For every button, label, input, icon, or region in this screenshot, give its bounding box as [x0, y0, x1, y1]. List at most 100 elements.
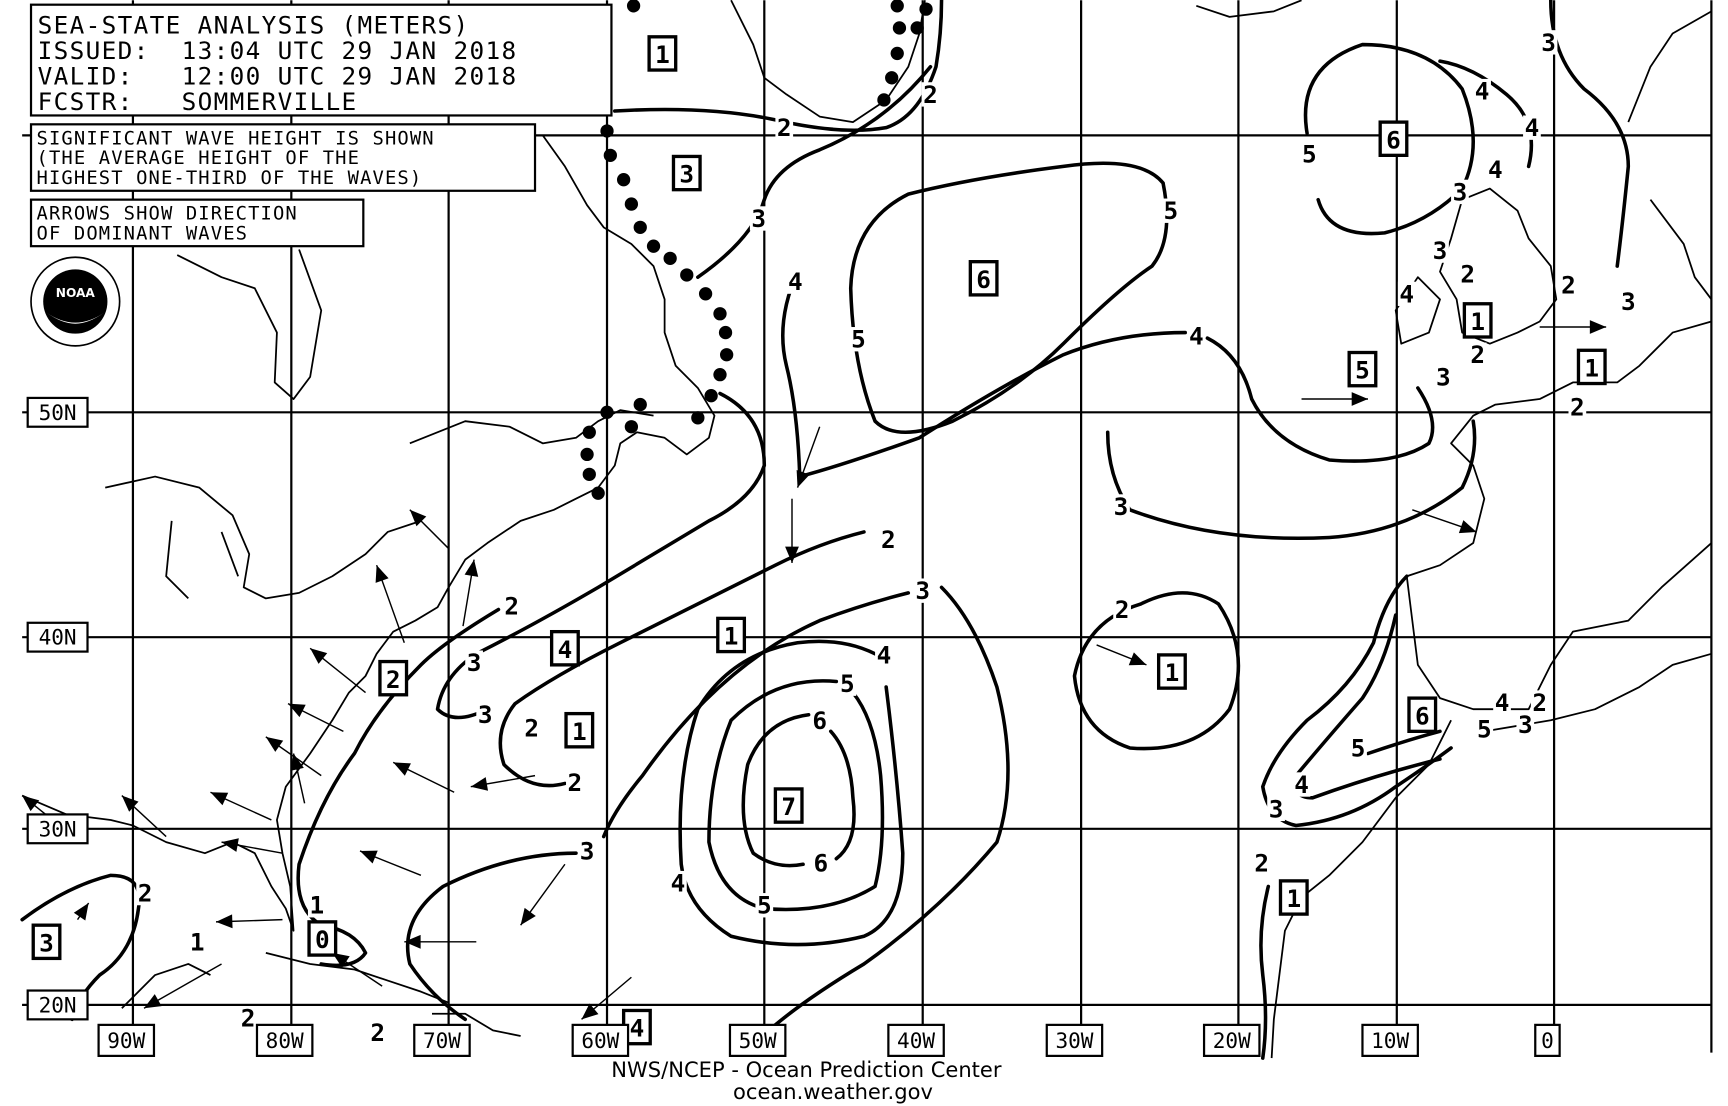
contour-label: 3 — [1621, 287, 1636, 316]
boxed-wave-height: 6 — [1415, 701, 1430, 730]
ice-edge-dot — [910, 21, 924, 35]
label-backdrop — [1523, 115, 1541, 140]
ice-edge-dot — [646, 239, 661, 253]
boxed-value-frame — [1278, 879, 1309, 916]
longitude-label-box — [571, 1023, 630, 1057]
contour-label: 6 — [813, 849, 828, 878]
contour-3-labrador — [696, 64, 933, 279]
ice-edge-dot — [890, 0, 904, 13]
label-backdrop — [1300, 142, 1319, 167]
label-backdrop — [849, 327, 868, 352]
arrowhead-icon — [73, 903, 89, 921]
arrowhead-icon — [1351, 392, 1368, 406]
ice-edge-dot — [877, 93, 891, 107]
boxed-value-frame — [1378, 120, 1409, 157]
contour-label: 3 — [1541, 28, 1556, 57]
boxed-value-frame — [307, 920, 338, 957]
arrowhead-icon — [470, 777, 489, 791]
arrowhead-icon — [265, 736, 284, 752]
label-backdrop — [1112, 494, 1130, 519]
boxed-value-frame — [1407, 696, 1438, 733]
note-line: OF DOMINANT WAVES — [37, 224, 249, 245]
ice-edge-dot — [919, 2, 933, 16]
contour-label: 2 — [1561, 270, 1576, 299]
contour-label: 5 — [757, 891, 772, 920]
ice-edge-dot — [600, 405, 614, 419]
contour-2-north — [612, 0, 944, 132]
valid-time: VALID: 12:00 UTC 29 JAN 2018 — [38, 61, 518, 90]
contour-label: 5 — [840, 669, 855, 698]
label-backdrop — [1468, 342, 1487, 367]
boxed-value-frame — [1462, 302, 1493, 339]
arrowhead-icon — [785, 546, 799, 563]
boxed-wave-height: 7 — [781, 792, 796, 821]
ice-edge-dot — [580, 447, 594, 462]
label-backdrop — [188, 929, 207, 954]
label-backdrop — [136, 880, 154, 906]
coast-iceland — [1196, 0, 1302, 18]
boxed-value-frame — [1156, 653, 1187, 690]
header-box: SEA-STATE ANALYSIS (METERS) ISSUED: 13:0… — [29, 3, 613, 117]
longitude-label-box — [255, 1023, 314, 1057]
latitude-label: 40N — [39, 625, 77, 650]
contour-label: 2 — [881, 525, 896, 554]
label-backdrop — [1252, 850, 1271, 876]
label-backdrop — [1458, 261, 1477, 287]
contour-label: 2 — [568, 768, 583, 797]
note-line: (THE AVERAGE HEIGHT OF THE — [37, 148, 361, 169]
noaa-logo: NOAA — [30, 256, 121, 347]
coast-mediterranean — [1484, 652, 1712, 733]
label-backdrop — [1486, 157, 1505, 182]
ice-edge-dot — [718, 325, 733, 340]
contour-label: 2 — [1254, 849, 1269, 878]
contour-label: 4 — [1495, 688, 1510, 717]
contour-label: 4 — [1525, 113, 1540, 142]
boxed-value-frame — [647, 35, 678, 72]
contour-label: 4 — [1399, 279, 1414, 308]
forecaster: FCSTR: SOMMERVILLE — [38, 87, 358, 116]
contour-label: 2 — [923, 80, 938, 109]
contour-4-central — [781, 269, 1435, 479]
contour-africa-2 — [1259, 884, 1271, 1060]
boxed-value-frame — [549, 629, 580, 667]
boxed-value-frame — [31, 923, 62, 961]
contour-4-south — [678, 639, 905, 947]
coast-gulf-st-lawrence — [409, 409, 654, 445]
contour-3-mid — [435, 391, 1477, 720]
label-backdrop — [1267, 796, 1285, 822]
wave-height-note: SIGNIFICANT WAVE HEIGHT IS SHOWN (THE AV… — [29, 123, 537, 192]
contour-label: 4 — [1189, 321, 1204, 350]
latitude-label-box — [26, 989, 89, 1021]
ice-edge-dot — [680, 268, 694, 282]
label-backdrop — [1349, 735, 1367, 761]
latitude-label: 50N — [39, 400, 77, 425]
coast-europe — [1405, 320, 1712, 711]
longitude-label: 50W — [739, 1028, 777, 1053]
coast-africa — [1270, 719, 1452, 1059]
boxed-wave-height: 2 — [386, 665, 401, 694]
arrowhead-icon — [121, 795, 139, 812]
contour-label: 5 — [1477, 715, 1492, 744]
label-backdrop — [921, 82, 940, 107]
footer-url[interactable]: ocean.weather.gov — [733, 1079, 933, 1104]
label-backdrop — [913, 578, 932, 603]
contour-label: 3 — [751, 204, 766, 233]
arrowhead-icon — [1589, 320, 1607, 334]
contour-label: 2 — [138, 879, 153, 908]
contour-label: 6 — [812, 706, 827, 735]
ice-edge-dot — [698, 287, 713, 301]
label-backdrop — [838, 671, 857, 696]
contour-label: 3 — [1436, 362, 1451, 391]
boxed-value-frame — [1576, 348, 1607, 386]
arrowhead-icon — [393, 762, 411, 776]
boxed-wave-height: 1 — [1286, 884, 1301, 913]
label-backdrop — [1493, 690, 1511, 715]
boxed-wave-height: 1 — [1470, 307, 1485, 336]
ice-edge-dot — [691, 411, 705, 425]
label-backdrop — [476, 702, 495, 727]
boxed-wave-height: 4 — [558, 635, 573, 664]
contour-2-mid — [296, 530, 866, 968]
arrowhead-icon — [464, 559, 479, 577]
arrowhead-icon — [375, 565, 389, 583]
